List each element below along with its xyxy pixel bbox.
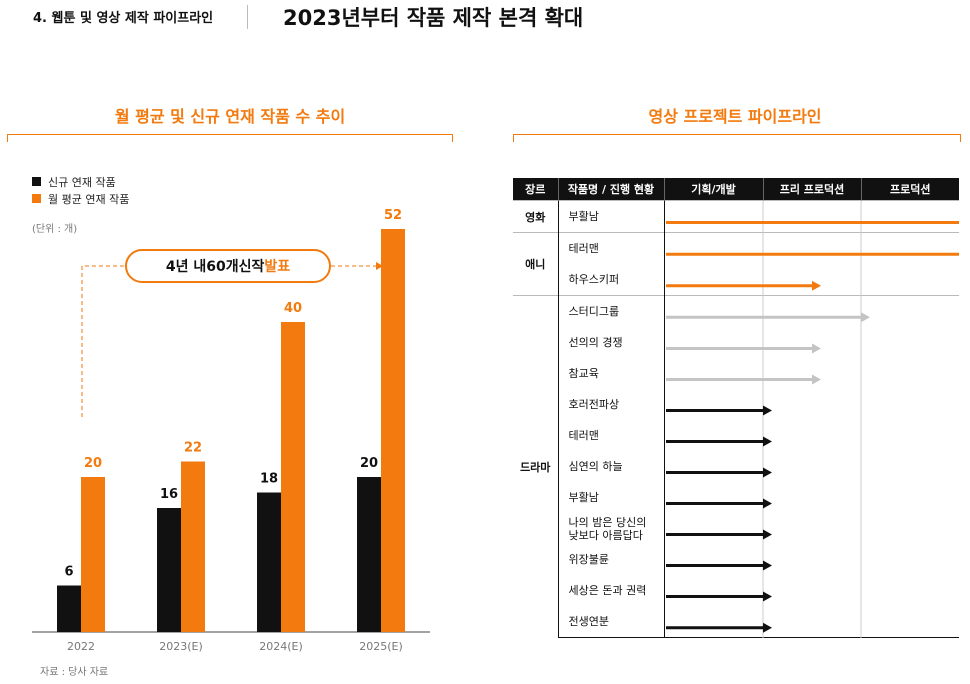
bar-new [57, 585, 81, 632]
callout-badge: 4년 내 60개 신작 발표 [125, 249, 331, 283]
section-label: 4. 웹툰 및 영상 제작 파이프라인 [33, 11, 214, 26]
pipeline-row: 드라마 스터디그룹 [513, 295, 959, 638]
page-title: 2023년부터 작품 제작 본격 확대 [283, 6, 584, 30]
unit-note: (단위 : 개) [32, 224, 78, 235]
project-title: 테러맨 [557, 232, 665, 264]
data-label: 52 [384, 208, 402, 223]
header-title: 작품명 / 진행 현황 [557, 178, 664, 201]
legend-label-new: 신규 연재 작품 [48, 176, 116, 189]
stage-cell [664, 606, 959, 638]
header-divider [247, 5, 248, 29]
chart-title: 월 평균 및 신규 연재 작품 수 추이 [114, 107, 346, 126]
pipeline-row: 영화 부활남 [513, 200, 959, 233]
x-tick-label: 2022 [67, 640, 95, 653]
callout-middle: 신작 [238, 259, 265, 275]
project-title: 부활남 [557, 200, 665, 233]
stage-cell [664, 482, 959, 513]
stage-cell [664, 232, 959, 264]
callout-prefix: 4년 내 [165, 259, 207, 275]
bar-monthly [281, 322, 305, 632]
project-title: 나의 밤은 당신의 낮보다 아름답다 [557, 513, 665, 544]
project-title: 부활남 [557, 482, 665, 513]
legend-swatch-monthly [32, 194, 41, 203]
pipeline-row: 참교육 [513, 358, 959, 389]
callout-guide-left [81, 265, 125, 417]
pipeline-row: 애니 테러맨 [513, 232, 959, 296]
bar-new [257, 492, 281, 632]
pipeline-title: 영상 프로젝트 파이프라인 [648, 107, 822, 126]
header-production: 프로덕션 [860, 178, 959, 201]
header-preproduction: 프리 프로덕션 [762, 178, 861, 201]
pipeline-row: 호러전파상 [513, 389, 959, 420]
pipeline-row: 세상은 돈과 권력 [513, 575, 959, 606]
source-note: 자료 : 당사 자료 [40, 667, 109, 678]
stage-cell [664, 420, 959, 451]
project-title: 참교육 [557, 358, 665, 389]
callout-guide-arrowhead [376, 262, 383, 270]
chart-title-bracket [7, 134, 453, 142]
pipeline-title-bracket [513, 134, 961, 142]
bar-new [157, 508, 181, 632]
stage-cell [664, 264, 959, 296]
genre-cell: 드라마 [513, 295, 558, 638]
bar-new [357, 477, 381, 632]
project-title: 호러전파상 [557, 389, 665, 420]
project-title: 세상은 돈과 권력 [557, 575, 665, 606]
project-title: 테러맨 [557, 420, 665, 451]
bar-chart: 6 20 2022 16 22 2023(E) 18 40 2024(E) 20 52 2025(E) [32, 208, 430, 653]
stage-cell [664, 575, 959, 606]
callout-number: 60개 [206, 259, 239, 275]
data-label: 20 [360, 456, 378, 471]
stage-cell [664, 295, 959, 327]
header-genre: 장르 [513, 178, 558, 201]
x-tick-label: 2023(E) [159, 640, 203, 653]
genre-cell: 애니 [513, 232, 558, 296]
project-title: 하우스키퍼 [557, 264, 665, 296]
data-label: 20 [84, 456, 102, 471]
data-label: 16 [160, 487, 178, 502]
genre-cell: 영화 [513, 200, 558, 233]
stage-cell [664, 200, 959, 233]
bar-monthly [181, 461, 205, 632]
project-title: 심연의 하늘 [557, 451, 665, 482]
stage-cell [664, 451, 959, 482]
data-label: 40 [284, 301, 302, 316]
legend-label-monthly: 월 평균 연재 작품 [48, 193, 130, 206]
pipeline-header-row: 장르 작품명 / 진행 현황 기획/개발 프리 프로덕션 프로덕션 [513, 178, 959, 201]
stage-cell [664, 327, 959, 358]
header-planning: 기획/개발 [663, 178, 763, 201]
stage-cell [664, 513, 959, 544]
data-label: 6 [64, 565, 73, 580]
data-label: 22 [184, 441, 202, 456]
bar-monthly [381, 229, 405, 632]
legend-swatch-new [32, 177, 41, 186]
pipeline-row: 나의 밤은 당신의 낮보다 아름답다 [513, 513, 959, 544]
pipeline-row: 선의의 경쟁 [513, 327, 959, 358]
project-title: 스터디그룹 [557, 295, 665, 327]
pipeline-row: 하우스키퍼 [513, 264, 959, 296]
pipeline-table: 장르 작품명 / 진행 현황 기획/개발 프리 프로덕션 프로덕션 영화 부활남 애… [513, 178, 959, 638]
x-tick-label: 2024(E) [259, 640, 303, 653]
project-title: 선의의 경쟁 [557, 327, 665, 358]
stage-cell [664, 389, 959, 420]
pipeline-row: 위장불륜 [513, 544, 959, 575]
stage-cell [664, 358, 959, 389]
pipeline-row: 부활남 [513, 482, 959, 513]
data-label: 18 [260, 472, 278, 487]
pipeline-row: 전생연분 [513, 606, 959, 638]
callout-highlight: 발표 [264, 259, 291, 275]
x-tick-label: 2025(E) [359, 640, 403, 653]
project-title: 위장불륜 [557, 544, 665, 575]
stage-cell [664, 544, 959, 575]
project-title: 전생연분 [557, 606, 665, 638]
bar-monthly [81, 477, 105, 632]
pipeline-row: 심연의 하늘 [513, 451, 959, 482]
pipeline-row: 테러맨 [513, 420, 959, 451]
